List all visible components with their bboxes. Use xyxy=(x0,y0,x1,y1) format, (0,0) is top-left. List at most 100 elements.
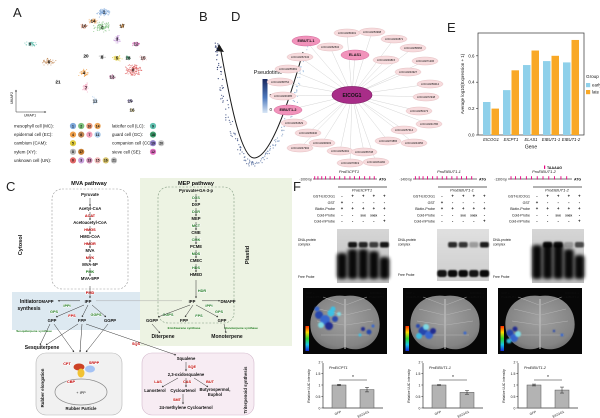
emsa-value: + xyxy=(341,206,344,211)
metabolite: CMEC xyxy=(190,258,202,263)
network-node xyxy=(372,55,400,65)
gel-label-complex: DNA-protein xyxy=(398,238,416,242)
pathway-label: Cycloartenol xyxy=(170,388,195,393)
motif-tick xyxy=(554,176,555,180)
emsa-value: - xyxy=(352,212,354,217)
legend-cluster-number: 9 xyxy=(152,124,154,128)
luc-ytick: 0.5 xyxy=(416,395,421,399)
network-node xyxy=(350,147,378,157)
panel-c-pathway: Pyruvate Acetyl-CoA ACAT Acetoacetyl-CoA HMG… xyxy=(12,178,292,416)
promoter-start: -1300 bp xyxy=(494,178,507,182)
pathway-label: + IPP xyxy=(76,391,86,395)
luminescence-patch xyxy=(515,331,521,337)
srpp-protein xyxy=(85,365,95,373)
emsa-value: - xyxy=(452,200,454,205)
arrow xyxy=(81,304,89,318)
emsa-row-label: Biotin-Probe xyxy=(315,207,335,211)
emsa-value: + xyxy=(483,194,486,199)
network-node-label: LOC110249815 xyxy=(377,58,396,62)
pathway-label: IPPI xyxy=(205,304,212,308)
pathway-label: FPP xyxy=(180,318,188,323)
umap-ylabel: UMAP2 xyxy=(10,92,14,104)
legend-cluster-number: 21 xyxy=(112,159,116,163)
pathway-label: Cytosol xyxy=(18,234,24,255)
enzyme: MCT xyxy=(192,224,201,228)
pathway-label: GPS xyxy=(215,310,223,314)
e-ytick: 0.0 xyxy=(468,133,475,138)
gel-complex-band xyxy=(448,242,458,248)
emsa-value: + xyxy=(383,219,386,224)
arrow xyxy=(161,377,179,388)
arrow xyxy=(85,323,109,353)
arrow xyxy=(184,304,194,318)
gel-label-complex: complex xyxy=(493,243,506,247)
promoter-atg: ATG xyxy=(379,178,386,182)
umap-cluster-13 xyxy=(109,74,116,80)
network-node xyxy=(411,56,439,66)
network-node xyxy=(362,157,390,167)
emsa-value: + xyxy=(483,219,486,224)
emsa-value: - xyxy=(547,200,549,205)
legend-cluster-dot xyxy=(78,131,85,138)
luc-xtick: GFP xyxy=(334,409,343,416)
gel-complex-band xyxy=(358,242,368,248)
emsa-value: - xyxy=(536,219,538,224)
e-bar-late xyxy=(511,70,519,135)
emsa-value: - xyxy=(384,200,386,205)
pathway-label: GGPS xyxy=(163,313,174,317)
umap-cluster-label: 12 xyxy=(133,42,139,47)
emsa-value: - xyxy=(473,200,475,205)
umap-cluster-1 xyxy=(96,8,111,18)
legend-cluster-number: 11 xyxy=(96,133,100,137)
legend-cell-type-label: unknown cell (UN): xyxy=(14,158,51,163)
motif-tick xyxy=(369,176,371,180)
e-ytick: 0.6 xyxy=(468,53,475,58)
legend-cluster-dot xyxy=(78,122,85,130)
network-node-label: LOC110240871 xyxy=(385,37,404,41)
mep-box xyxy=(157,186,235,324)
legend-cluster-dot xyxy=(78,148,85,155)
panel-a-umap: 0123456789101112131415161718192021UMAP2U… xyxy=(10,8,165,164)
arrow xyxy=(157,304,191,318)
legend-cluster-number: 7 xyxy=(88,133,90,137)
pathway-label: FPS xyxy=(195,314,203,318)
legend-cluster-dot xyxy=(69,140,77,147)
network-node-label: LOC110243927 xyxy=(399,70,418,74)
emsa-value: + xyxy=(362,194,365,199)
network-node xyxy=(274,64,302,74)
emsa-row-label: Cold-mProbe xyxy=(414,220,435,224)
network-node-label: LOC110270619 xyxy=(341,161,360,165)
luc-ylabel: Relative LUC intensity xyxy=(307,369,311,403)
emsa-value: 500X xyxy=(470,213,477,217)
network-node-label: LOC110265738 xyxy=(355,150,374,154)
umap-cluster-15 xyxy=(139,54,147,62)
legend-cluster-number: 12 xyxy=(151,150,155,154)
umap-cluster-label: 0 xyxy=(132,68,135,73)
leaf-label-left: GFP + xyxy=(406,291,415,295)
intensity-scalebar xyxy=(500,326,504,351)
pathway-label: Initiator xyxy=(20,299,38,305)
pathway-label: 24-methylene Cycloartenol xyxy=(159,405,212,410)
e-legend-title: Group xyxy=(586,74,599,79)
motif-tick xyxy=(317,176,319,180)
network-node-label: LOC110247902 xyxy=(291,146,310,150)
network-node-label: LOC110250173 xyxy=(410,109,429,113)
luc-title: ProEICPT1 xyxy=(329,366,348,370)
network-node-highlight xyxy=(291,35,321,47)
pathway-label: IPPI xyxy=(63,304,70,308)
metabolite: DXP xyxy=(192,202,201,207)
luc-ytick: 0 xyxy=(514,406,516,410)
metabolite: MVA-5PP xyxy=(81,276,100,281)
legend-cluster-number: 17 xyxy=(79,150,83,154)
emsa-value: + xyxy=(462,206,465,211)
umap-cluster-2 xyxy=(93,21,110,33)
luminescence-patch xyxy=(416,324,420,328)
luc-xtick: EICOG1 xyxy=(552,410,565,418)
gel-label-complex: DNA-protein xyxy=(298,238,316,242)
pathway-label: IPP xyxy=(85,299,92,304)
motif-legend-label: TAAAAG xyxy=(547,166,562,170)
pathway-label: SQS xyxy=(132,342,140,346)
luminescence-patch xyxy=(325,322,333,330)
